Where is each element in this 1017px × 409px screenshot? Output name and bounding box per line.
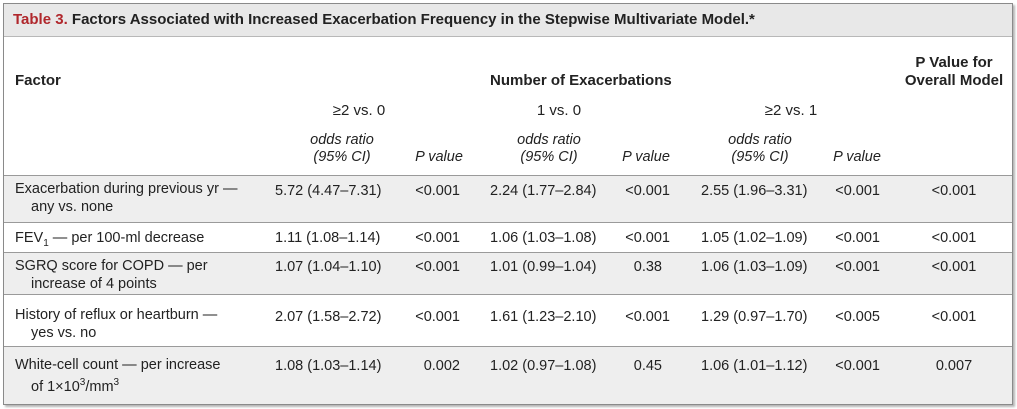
cell-or: 1.05 (1.02–1.09) (701, 230, 808, 246)
header-divider (4, 175, 1012, 176)
cell-p: <0.001 (835, 183, 880, 199)
cell-or: 1.07 (1.04–1.10) (275, 259, 382, 275)
or-label: odds ratio (310, 132, 374, 148)
factor-line: increase of 4 points (31, 276, 157, 292)
cell-or: 1.08 (1.03–1.14) (275, 358, 382, 374)
subheader-p-1: P value (415, 149, 463, 165)
table-number: Table 3. (13, 11, 68, 28)
cell-p: <0.001 (625, 183, 670, 199)
or-label: odds ratio (728, 132, 792, 148)
header-overall-line2: Overall Model (904, 72, 1004, 89)
factor-line: History of reflux or heartburn — (15, 307, 218, 323)
factor-line: SGRQ score for COPD — per (15, 258, 208, 274)
cell-p: <0.001 (835, 358, 880, 374)
cell-p: 0.45 (633, 358, 662, 374)
cell-or: 1.06 (1.03–1.08) (490, 230, 597, 246)
ci-label: (95% CI) (731, 149, 789, 165)
table-container: Table 3. Factors Associated with Increas… (3, 3, 1013, 405)
cell-p: <0.001 (835, 230, 880, 246)
factor-text: — per 100-ml decrease (48, 230, 205, 246)
factor-line: any vs. none (31, 199, 114, 215)
cell-overall: <0.001 (931, 230, 977, 246)
factor-line: White-cell count — per increase (15, 357, 221, 373)
factor-line: Exacerbation during previous yr — (15, 181, 238, 197)
cell-overall: 0.007 (935, 358, 973, 374)
cell-p: <0.001 (625, 230, 670, 246)
or-label: odds ratio (517, 132, 581, 148)
row-divider (4, 222, 1012, 223)
comparison-1v0: 1 vs. 0 (536, 102, 582, 119)
row-band-3 (4, 252, 1012, 294)
table-row-factor: FEV1 — per 100-ml decrease (15, 229, 265, 253)
cell-or: 5.72 (4.47–7.31) (275, 183, 382, 199)
cell-overall: <0.001 (931, 183, 977, 199)
cell-overall: <0.001 (931, 259, 977, 275)
cell-or: 1.61 (1.23–2.10) (490, 309, 597, 325)
table-title-bar: Table 3. Factors Associated with Increas… (4, 4, 1012, 37)
table-title: Factors Associated with Increased Exacer… (71, 11, 755, 28)
row-band-1 (4, 176, 1012, 222)
ci-label: (95% CI) (313, 149, 371, 165)
factor-sup: 3 (113, 377, 120, 388)
cell-p: <0.001 (415, 309, 460, 325)
cell-p: <0.001 (625, 309, 670, 325)
cell-or: 1.02 (0.97–1.08) (490, 358, 597, 374)
factor-text: of 1×10 (31, 378, 80, 395)
cell-p: <0.001 (415, 230, 460, 246)
row-band-5 (4, 346, 1012, 404)
subheader-p-3: P value (833, 149, 881, 165)
header-overall-line1: P Value for (915, 54, 993, 71)
factor-sub: 1 (43, 237, 49, 249)
factor-sup: 3 (79, 377, 86, 388)
cell-or: 2.55 (1.96–3.31) (701, 183, 808, 199)
subheader-p-2: P value (622, 149, 670, 165)
table-row-factor: History of reflux or heartburn — yes vs.… (15, 306, 265, 342)
row-divider (4, 252, 1012, 253)
cell-p: 0.38 (633, 259, 662, 275)
header-group: Number of Exacerbations (490, 72, 672, 89)
cell-or: 1.29 (0.97–1.70) (701, 309, 808, 325)
cell-p: <0.001 (415, 183, 460, 199)
subheader-or-2: odds ratio (95% CI) (494, 132, 604, 166)
cell-or: 1.11 (1.08–1.14) (275, 230, 381, 246)
cell-or: 1.06 (1.03–1.09) (701, 259, 808, 275)
table-row-factor: White-cell count — per increase of 1×103… (15, 356, 265, 396)
row-divider (4, 346, 1012, 347)
cell-p: <0.001 (415, 259, 460, 275)
cell-overall: <0.001 (931, 309, 977, 325)
factor-text: /mm (85, 378, 114, 395)
cell-or: 1.06 (1.01–1.12) (701, 358, 808, 374)
cell-or: 2.07 (1.58–2.72) (275, 309, 382, 325)
cell-p: <0.001 (835, 259, 880, 275)
table-row-factor: SGRQ score for COPD — per increase of 4 … (15, 257, 265, 293)
cell-or: 2.24 (1.77–2.84) (490, 183, 597, 199)
factor-line: of 1×103/mm3 (15, 374, 265, 396)
cell-p: <0.005 (835, 309, 880, 325)
factor-line: yes vs. no (31, 325, 97, 341)
cell-p: 0.002 (423, 358, 460, 374)
ci-label: (95% CI) (520, 149, 578, 165)
row-divider (4, 294, 1012, 295)
cell-or: 1.01 (0.99–1.04) (490, 259, 597, 275)
table-row-factor: Exacerbation during previous yr — any vs… (15, 180, 265, 216)
comparison-2v1: ≥2 vs. 1 (764, 102, 818, 119)
header-factor: Factor (15, 72, 61, 89)
comparison-2v0: ≥2 vs. 0 (332, 102, 386, 119)
factor-text: FEV (15, 230, 44, 246)
subheader-or-3: odds ratio (95% CI) (705, 132, 815, 166)
subheader-or-1: odds ratio (95% CI) (287, 132, 397, 166)
